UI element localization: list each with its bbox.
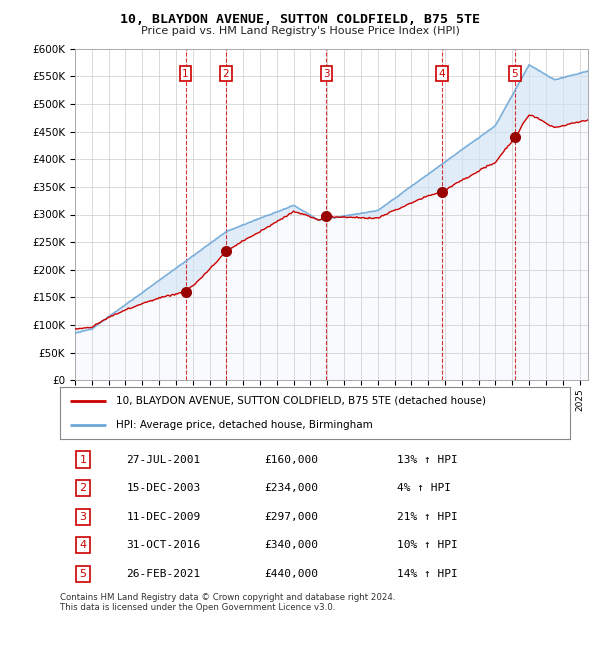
Text: £160,000: £160,000 <box>264 454 318 465</box>
Text: 2: 2 <box>79 483 86 493</box>
Text: £234,000: £234,000 <box>264 483 318 493</box>
Text: 1: 1 <box>79 454 86 465</box>
Text: 4: 4 <box>79 540 86 551</box>
Text: 3: 3 <box>79 512 86 522</box>
Text: £340,000: £340,000 <box>264 540 318 551</box>
Text: 1: 1 <box>182 69 189 79</box>
Text: 10, BLAYDON AVENUE, SUTTON COLDFIELD, B75 5TE: 10, BLAYDON AVENUE, SUTTON COLDFIELD, B7… <box>120 13 480 26</box>
Text: 5: 5 <box>79 569 86 579</box>
Text: 10, BLAYDON AVENUE, SUTTON COLDFIELD, B75 5TE (detached house): 10, BLAYDON AVENUE, SUTTON COLDFIELD, B7… <box>116 396 486 406</box>
Text: 11-DEC-2009: 11-DEC-2009 <box>127 512 200 522</box>
Text: 31-OCT-2016: 31-OCT-2016 <box>127 540 200 551</box>
Text: 13% ↑ HPI: 13% ↑ HPI <box>397 454 457 465</box>
Text: 5: 5 <box>512 69 518 79</box>
Text: 15-DEC-2003: 15-DEC-2003 <box>127 483 200 493</box>
Text: 4: 4 <box>439 69 445 79</box>
Text: 3: 3 <box>323 69 330 79</box>
Text: 26-FEB-2021: 26-FEB-2021 <box>127 569 200 579</box>
Text: 27-JUL-2001: 27-JUL-2001 <box>127 454 200 465</box>
Text: 2: 2 <box>223 69 229 79</box>
Text: 4% ↑ HPI: 4% ↑ HPI <box>397 483 451 493</box>
Text: HPI: Average price, detached house, Birmingham: HPI: Average price, detached house, Birm… <box>116 420 373 430</box>
Text: Contains HM Land Registry data © Crown copyright and database right 2024.
This d: Contains HM Land Registry data © Crown c… <box>60 593 395 612</box>
Text: Price paid vs. HM Land Registry's House Price Index (HPI): Price paid vs. HM Land Registry's House … <box>140 26 460 36</box>
Text: £297,000: £297,000 <box>264 512 318 522</box>
Text: £440,000: £440,000 <box>264 569 318 579</box>
Text: 10% ↑ HPI: 10% ↑ HPI <box>397 540 457 551</box>
Text: 21% ↑ HPI: 21% ↑ HPI <box>397 512 457 522</box>
Text: 14% ↑ HPI: 14% ↑ HPI <box>397 569 457 579</box>
